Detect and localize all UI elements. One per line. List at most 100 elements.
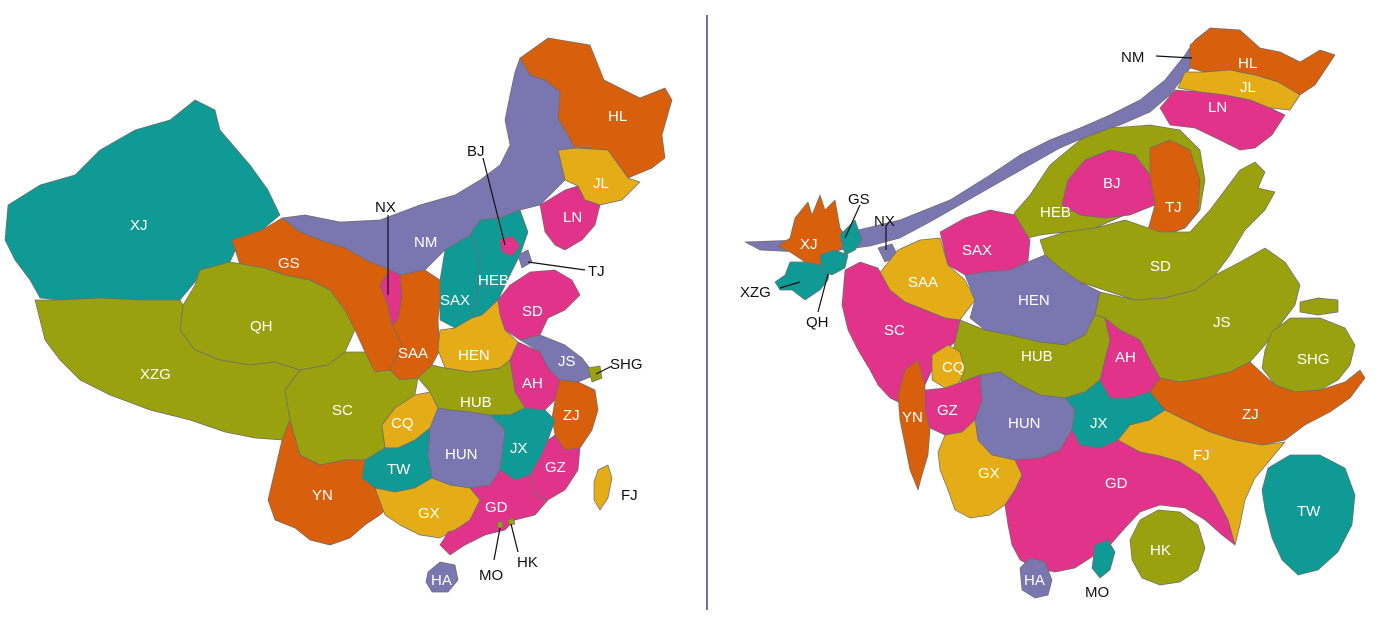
region-label: TW — [387, 461, 411, 478]
region-label: HUB — [460, 394, 492, 411]
region-label: HK — [1150, 542, 1171, 559]
region-label: HA — [1024, 572, 1045, 589]
region-label: GS — [848, 191, 870, 208]
region-TW — [1261, 454, 1356, 576]
region-label: YN — [312, 487, 333, 504]
leader-line-NM — [1155, 55, 1193, 59]
region-label: TJ — [588, 263, 605, 280]
region-label: HL — [1238, 55, 1257, 72]
region-label: NM — [414, 234, 437, 251]
leader-line-HK — [510, 523, 519, 553]
region-label: SAA — [908, 274, 938, 291]
region-QH — [819, 249, 849, 276]
leader-line-XZG — [779, 281, 801, 289]
region-label: SAX — [962, 242, 992, 259]
region-label: AH — [522, 375, 543, 392]
region-label: HK — [517, 554, 538, 571]
region-YN — [897, 359, 931, 491]
region-label: SD — [522, 303, 543, 320]
region-SHG-tab — [1299, 297, 1339, 316]
region-label: QH — [806, 314, 829, 331]
region-XZG — [774, 261, 831, 301]
region-ZJ — [551, 379, 599, 451]
region-MO — [1091, 539, 1116, 579]
region-label: NX — [874, 213, 895, 230]
region-BJ — [499, 235, 521, 257]
leader-lines — [387, 157, 613, 561]
region-YN — [267, 419, 391, 546]
region-SHG — [587, 365, 603, 383]
leader-line-TJ — [527, 261, 586, 271]
region-label: GZ — [937, 402, 958, 419]
region-label: CQ — [391, 415, 414, 432]
leader-line-BJ — [482, 157, 506, 246]
region-label: JL — [593, 175, 609, 192]
region-label: XZG — [140, 366, 171, 383]
region-label: SHG — [1297, 351, 1330, 368]
region-label: JS — [1213, 314, 1231, 331]
region-label: JL — [1240, 79, 1256, 96]
region-label: JX — [1090, 415, 1108, 432]
leader-line-QH — [817, 273, 829, 313]
leader-line-GS — [844, 204, 861, 239]
region-label: HL — [608, 108, 627, 125]
region-TJ — [1147, 139, 1201, 236]
region-label: ZJ — [1242, 406, 1259, 423]
region-label: YN — [902, 409, 923, 426]
region-label: NX — [375, 199, 396, 216]
region-label: NM — [1121, 49, 1144, 66]
region-label: SC — [332, 402, 353, 419]
region-label: GX — [978, 465, 1000, 482]
region-label: BJ — [467, 143, 485, 160]
region-label: ZJ — [563, 407, 580, 424]
region-MO — [496, 520, 504, 529]
region-label: GD — [1105, 475, 1128, 492]
region-label: TJ — [1165, 199, 1182, 216]
region-label: TW — [1297, 503, 1321, 520]
region-SHG — [1261, 317, 1356, 393]
region-label: HUB — [1021, 348, 1053, 365]
region-label: XJ — [800, 236, 818, 253]
region-label: GX — [418, 505, 440, 522]
region-label: FJ — [621, 487, 638, 504]
region-label: HUN — [445, 446, 478, 463]
region-JL — [557, 147, 641, 206]
leader-line-SHG — [595, 365, 613, 375]
region-label: CQ — [942, 359, 965, 376]
region-label: SHG — [610, 356, 643, 373]
region-label: SAA — [398, 345, 428, 362]
cartogram-leader-lines — [779, 55, 1193, 313]
region-GD — [439, 469, 549, 556]
region-label: HEB — [478, 272, 509, 289]
cartogram-labels: NM HL JL LN BJ TJ GS NX HEB XJ SAX SD XZ… — [740, 49, 1330, 601]
region-label: MO — [479, 567, 503, 584]
region-label: MO — [1085, 584, 1109, 601]
region-label: HEN — [458, 347, 490, 364]
region-label: SAX — [440, 292, 470, 309]
region-label: LN — [1208, 99, 1227, 116]
region-GD — [1004, 429, 1236, 573]
region-label: JX — [510, 440, 528, 457]
region-LN — [1159, 89, 1286, 151]
cartogram-map: NM HL JL LN BJ TJ GS NX HEB XJ SAX SD XZ… — [740, 27, 1366, 601]
geographic-labels: HL JL LN NM XJ GS NX BJ TJ HEB SAX SD QH… — [130, 108, 643, 589]
region-label: FJ — [1193, 447, 1210, 464]
region-label: SC — [884, 322, 905, 339]
region-label: JS — [558, 353, 576, 370]
region-SD — [1039, 161, 1276, 301]
region-label: XJ — [130, 217, 148, 234]
region-label: LN — [563, 209, 582, 226]
region-label: HEB — [1040, 204, 1071, 221]
geographic-map: HL JL LN NM XJ GS NX BJ TJ HEB SAX SD QH… — [4, 37, 673, 593]
region-label: GD — [485, 499, 508, 516]
region-label: HEN — [1018, 292, 1050, 309]
region-label: HA — [431, 572, 452, 589]
region-label: GZ — [545, 459, 566, 476]
region-label: SD — [1150, 258, 1171, 275]
region-label: QH — [250, 318, 273, 335]
region-LN — [539, 185, 601, 251]
region-label: BJ — [1103, 175, 1121, 192]
region-HK — [507, 517, 516, 526]
